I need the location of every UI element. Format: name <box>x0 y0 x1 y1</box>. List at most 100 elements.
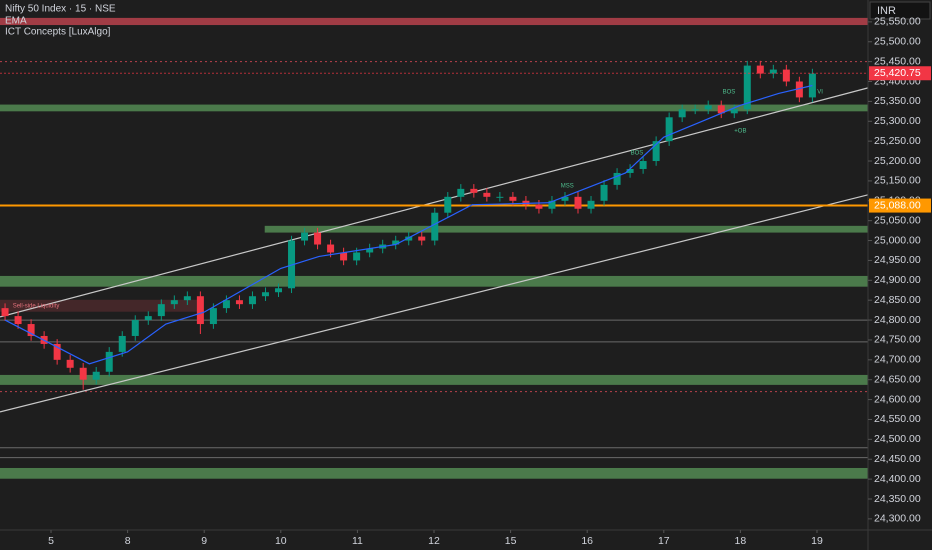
candle-body <box>53 343 61 360</box>
y-tick-label: 25,150.00 <box>874 175 921 187</box>
x-tick-label: 17 <box>658 535 670 547</box>
annotation: MSS <box>561 184 574 190</box>
candle-body <box>691 109 699 111</box>
candle-body <box>457 188 465 197</box>
candle-body <box>405 236 413 241</box>
candle-body <box>795 81 803 98</box>
candle-body <box>92 371 100 380</box>
candle-body <box>613 172 621 185</box>
candle-body <box>144 316 152 321</box>
price-box-label: 25,420.75 <box>874 67 921 79</box>
candle-body <box>509 196 517 201</box>
y-tick-label: 24,500.00 <box>874 433 921 445</box>
candle-body <box>340 252 348 261</box>
y-tick-label: 25,050.00 <box>874 214 921 226</box>
candle-body <box>444 196 452 213</box>
support-zone <box>0 374 868 385</box>
candle-body <box>574 196 582 209</box>
y-tick-label: 24,800.00 <box>874 314 921 326</box>
annotation: BOS <box>631 150 644 156</box>
annotation: VI <box>817 89 823 95</box>
candle-body <box>170 300 178 305</box>
y-tick-label: 24,350.00 <box>874 493 921 505</box>
x-tick-label: 11 <box>352 535 363 547</box>
support-zone <box>0 104 868 112</box>
candle-body <box>288 240 296 289</box>
candle-body <box>235 300 243 305</box>
annotation: BOS <box>723 89 736 95</box>
price-box <box>869 198 931 213</box>
annotation: Sell-side Liquidity <box>13 303 60 309</box>
candle-body <box>600 184 608 201</box>
candle-body <box>665 117 673 142</box>
y-tick-label: 25,500.00 <box>874 36 921 48</box>
candle-body <box>79 367 87 380</box>
y-tick-label: 24,300.00 <box>874 513 921 525</box>
ema-line <box>4 84 813 365</box>
candle-body <box>248 296 256 305</box>
x-tick-label: 10 <box>275 535 287 547</box>
trendline <box>0 194 869 413</box>
candle-body <box>743 65 751 110</box>
y-tick-label: 25,450.00 <box>874 55 921 67</box>
x-tick-label: 12 <box>428 535 440 547</box>
y-tick-label: 25,250.00 <box>874 135 921 147</box>
x-tick-label: 9 <box>201 535 207 547</box>
indicator-label: EMA <box>5 16 27 27</box>
candle-body <box>483 192 491 197</box>
candle-body <box>717 105 725 114</box>
candle-body <box>431 212 439 241</box>
price-box <box>869 66 931 81</box>
candle-body <box>196 296 204 325</box>
support-zone <box>0 275 868 287</box>
x-tick-label: 15 <box>505 535 517 547</box>
support-zone <box>0 467 868 479</box>
candle-body <box>782 69 790 82</box>
candle-body <box>639 161 647 169</box>
x-tick-label: 19 <box>811 535 823 547</box>
y-tick-label: 25,300.00 <box>874 115 921 127</box>
chart-title: Nifty 50 Index · 15 · NSE <box>5 4 116 15</box>
candle-body <box>548 200 556 209</box>
y-tick-label: 24,850.00 <box>874 294 921 306</box>
y-tick-label: 24,550.00 <box>874 413 921 425</box>
candle-body <box>183 296 191 301</box>
y-tick-label: 24,700.00 <box>874 354 921 366</box>
candle-body <box>261 292 269 297</box>
candle-body <box>730 109 738 114</box>
support-zone <box>264 225 868 233</box>
candle-body <box>209 308 217 325</box>
y-tick-label: 24,750.00 <box>874 334 921 346</box>
candle-body <box>314 232 322 245</box>
candle-body <box>118 335 126 352</box>
price-box-label: 25,088.00 <box>874 199 921 211</box>
y-tick-label: 25,000.00 <box>874 234 921 246</box>
currency: INR <box>877 5 896 17</box>
candle-body <box>105 351 113 372</box>
candle-body <box>496 196 504 198</box>
indicator-label: ICT Concepts [LuxAlgo] <box>5 27 111 38</box>
candle-body <box>1 308 9 317</box>
candle-body <box>66 359 74 368</box>
candle-body <box>301 232 309 241</box>
candle-body <box>561 196 569 201</box>
resistance-zone <box>0 17 868 26</box>
candle-body <box>275 288 283 293</box>
candle-body <box>652 141 660 162</box>
candle-body <box>704 105 712 110</box>
candle-body <box>157 304 165 317</box>
y-tick-label: 24,950.00 <box>874 254 921 266</box>
candle-body <box>678 109 686 118</box>
candle-body <box>535 204 543 209</box>
plot-area: Sell-side Liquidity BOS MSS BOS +OB VI <box>0 17 869 479</box>
candle-body <box>366 248 374 253</box>
x-tick-label: 8 <box>125 535 131 547</box>
candle-body <box>131 320 139 336</box>
x-tick-label: 18 <box>735 535 747 547</box>
candle-body <box>327 244 335 253</box>
candle-body <box>587 200 595 209</box>
y-tick-label: 25,550.00 <box>874 16 921 28</box>
y-tick-label: 25,200.00 <box>874 155 921 167</box>
